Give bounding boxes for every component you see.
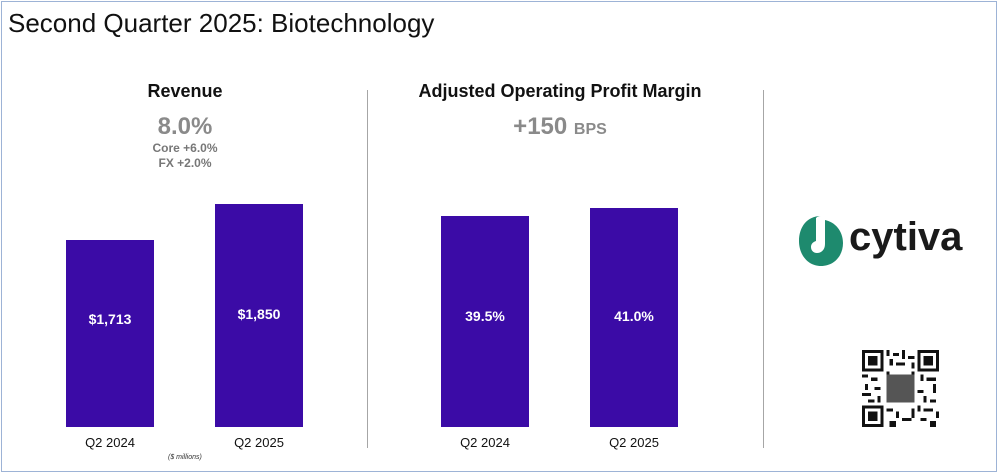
panel-divider-right — [763, 90, 764, 448]
margin-category-label-1: Q2 2024 — [460, 435, 510, 450]
revenue-change: 8.0% — [157, 113, 213, 140]
revenue-bar-1 — [66, 239, 154, 427]
margin-bar-1 — [441, 216, 529, 427]
revenue-value-label-1: $1,713 — [88, 311, 132, 328]
margin-bar-2 — [590, 208, 678, 427]
revenue-heading: Revenue — [147, 81, 223, 101]
margin-category-label-2: Q2 2025 — [609, 435, 659, 450]
margin-change-unit: BPS — [573, 121, 607, 138]
margin-change: +150 BPS — [480, 113, 640, 141]
panel-divider-left — [367, 90, 368, 448]
margin-change-value: +150 — [513, 113, 568, 140]
revenue-bar-2 — [215, 204, 303, 427]
revenue-core-growth: Core +6.0% — [152, 141, 218, 155]
slide-title: Second Quarter 2025: Biotechnology — [8, 8, 435, 38]
qr-code-icon — [862, 350, 939, 427]
revenue-category-label-2: Q2 2025 — [234, 435, 284, 450]
margin-value-label-2: 41.0% — [614, 307, 654, 324]
revenue-fx-growth: FX +2.0% — [158, 156, 212, 170]
cytiva-leaf-icon — [799, 216, 843, 266]
units-note: ($ millions) — [168, 454, 202, 461]
margin-heading: Adjusted Operating Profit Margin — [418, 81, 702, 101]
revenue-category-label-1: Q2 2024 — [85, 435, 135, 450]
cytiva-logo-text: cytiva — [849, 215, 963, 259]
margin-value-label-1: 39.5% — [465, 307, 505, 324]
revenue-value-label-2: $1,850 — [237, 305, 281, 322]
